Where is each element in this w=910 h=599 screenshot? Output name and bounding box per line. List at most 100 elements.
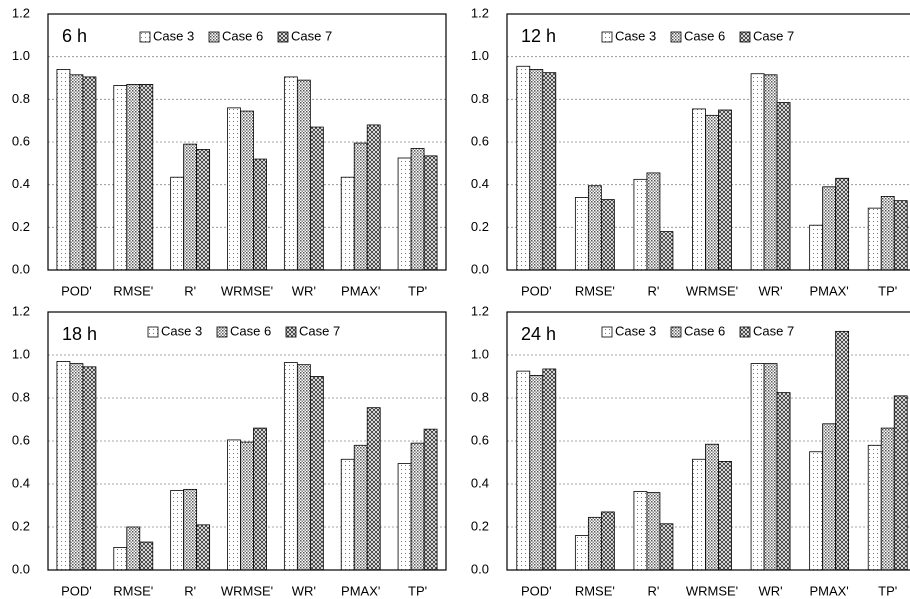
x-tick-label: TP' xyxy=(408,583,427,598)
legend-swatch xyxy=(139,31,151,43)
y-tick-label: 1.2 xyxy=(12,303,30,318)
panel-title: 12 h xyxy=(521,26,556,46)
legend-swatch xyxy=(147,326,159,338)
legend-swatch xyxy=(670,326,682,338)
bar xyxy=(750,363,765,571)
plot-frame xyxy=(47,13,447,271)
bar xyxy=(423,428,438,571)
bar xyxy=(170,176,185,271)
bar xyxy=(516,65,531,271)
legend-label: Case 7 xyxy=(299,323,340,338)
bar xyxy=(776,392,791,571)
bar xyxy=(240,110,254,271)
y-tick-label: 0.4 xyxy=(12,475,30,490)
bar xyxy=(587,185,602,271)
x-tick-label: POD' xyxy=(521,583,552,598)
y-tick-label: 1.0 xyxy=(12,346,30,361)
bar xyxy=(139,541,154,571)
bar xyxy=(705,114,719,271)
y-tick-label: 0.6 xyxy=(471,432,489,447)
legend-swatch xyxy=(208,31,220,43)
x-tick-label: WR' xyxy=(759,283,783,298)
legend-swatch xyxy=(670,31,682,43)
x-tick-label: RMSE' xyxy=(113,283,153,298)
legend-label: Case 3 xyxy=(615,28,656,43)
bar xyxy=(82,366,97,571)
bar xyxy=(633,178,648,271)
bar xyxy=(56,361,71,571)
x-tick-label: WRMSE' xyxy=(686,583,738,598)
bar xyxy=(600,199,615,271)
bar xyxy=(574,535,589,571)
bar xyxy=(822,423,837,571)
bar xyxy=(692,458,706,571)
bar xyxy=(633,491,648,571)
bar xyxy=(340,458,355,571)
x-tick-label: RMSE' xyxy=(575,283,615,298)
y-tick-label: 0.6 xyxy=(471,133,489,148)
legend-label: Case 6 xyxy=(230,323,271,338)
x-tick-label: PMAX' xyxy=(341,283,380,298)
bar xyxy=(835,330,850,571)
bar xyxy=(574,197,589,271)
bar xyxy=(126,84,141,271)
x-tick-label: WRMSE' xyxy=(686,283,738,298)
y-tick-label: 0.4 xyxy=(471,475,489,490)
x-tick-label: POD' xyxy=(61,283,92,298)
legend-swatch xyxy=(285,326,297,338)
y-tick-label: 0.2 xyxy=(12,518,30,533)
x-tick-label: RMSE' xyxy=(113,583,153,598)
x-tick-label: TP' xyxy=(408,283,427,298)
bar xyxy=(253,427,267,571)
x-tick-label: R' xyxy=(184,283,196,298)
bar xyxy=(170,490,185,571)
legend-label: Case 3 xyxy=(161,323,202,338)
y-tick-label: 0.2 xyxy=(471,219,489,234)
bar xyxy=(366,407,381,571)
bar xyxy=(835,177,850,271)
bar xyxy=(296,79,311,271)
legend-swatch xyxy=(601,31,613,43)
bar xyxy=(867,444,882,571)
bar xyxy=(809,451,824,571)
bar xyxy=(646,492,661,571)
bar xyxy=(227,107,241,271)
bar xyxy=(69,74,84,271)
bar xyxy=(353,142,368,271)
y-tick-label: 0.0 xyxy=(471,261,489,276)
legend-label: Case 7 xyxy=(753,28,794,43)
bar xyxy=(397,463,412,571)
x-tick-label: WR' xyxy=(292,583,316,598)
bar xyxy=(763,363,778,571)
bar xyxy=(822,186,837,271)
bar xyxy=(309,126,324,271)
bar xyxy=(893,200,908,271)
bar xyxy=(113,85,128,271)
bar xyxy=(227,439,241,571)
bar xyxy=(410,147,425,271)
bar xyxy=(880,195,895,271)
bar xyxy=(646,172,661,271)
x-tick-label: R' xyxy=(184,583,196,598)
bar xyxy=(809,224,824,271)
y-tick-label: 0.8 xyxy=(471,389,489,404)
bar xyxy=(516,370,531,571)
y-tick-label: 1.2 xyxy=(471,5,489,20)
y-tick-label: 0.8 xyxy=(471,91,489,106)
bar xyxy=(542,368,557,571)
bar xyxy=(183,143,198,271)
bar xyxy=(529,375,544,571)
legend-label: Case 6 xyxy=(684,323,725,338)
y-tick-label: 1.2 xyxy=(471,303,489,318)
y-tick-label: 0.0 xyxy=(471,561,489,576)
bar xyxy=(196,149,211,271)
bar xyxy=(776,102,791,271)
bar xyxy=(750,73,765,271)
bar xyxy=(867,207,882,271)
bar xyxy=(763,74,778,271)
bar xyxy=(69,363,84,571)
y-tick-label: 1.2 xyxy=(12,5,30,20)
x-tick-label: TP' xyxy=(878,283,897,298)
plot-frame xyxy=(506,311,910,571)
